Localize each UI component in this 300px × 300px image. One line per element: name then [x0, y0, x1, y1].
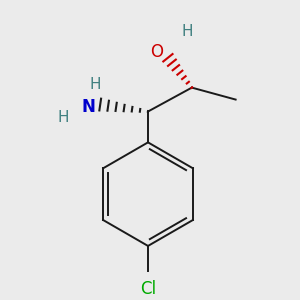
Text: H: H [58, 110, 69, 125]
Text: N: N [81, 98, 95, 116]
Text: H: H [181, 24, 193, 39]
Text: Cl: Cl [140, 280, 156, 298]
Text: O: O [151, 43, 164, 61]
Text: H: H [89, 77, 101, 92]
